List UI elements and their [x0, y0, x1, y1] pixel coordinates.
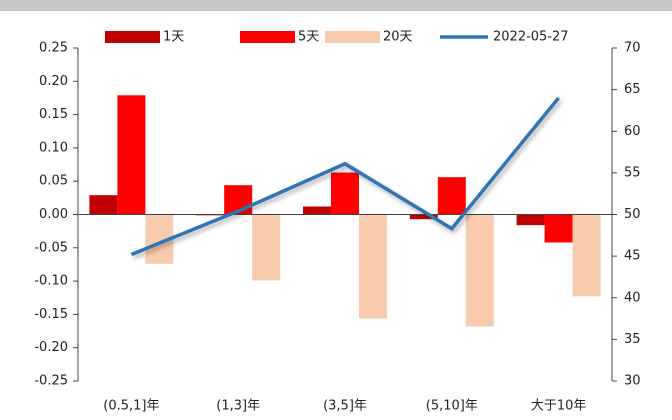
- y2-tick-label: 50: [624, 207, 641, 222]
- bar: [89, 195, 118, 215]
- y2-tick-label: 70: [624, 41, 641, 56]
- y-tick-label: 0.10: [39, 140, 68, 155]
- legend-swatch: [105, 31, 160, 43]
- y-tick-label: 0.20: [39, 74, 68, 89]
- y-tick-label: -0.05: [34, 240, 68, 255]
- bar: [303, 206, 331, 215]
- bar: [516, 214, 545, 226]
- x-tick-label: 大于10年: [531, 399, 587, 414]
- bar: [544, 214, 573, 243]
- legend-label: 1天: [163, 30, 184, 45]
- y-tick-label: -0.20: [34, 340, 68, 355]
- top-band: [0, 0, 672, 11]
- line-series: [130, 96, 560, 257]
- y2-tick-label: 65: [624, 82, 641, 97]
- bar: [572, 214, 601, 297]
- bar: [437, 177, 466, 215]
- bar: [359, 214, 387, 319]
- legend-label: 20天: [383, 30, 413, 45]
- x-tick-label: (3,5]年: [323, 399, 367, 414]
- y2-tick-label: 40: [624, 290, 641, 305]
- y2-tick-label: 35: [624, 332, 641, 347]
- y2-tick-label: 45: [624, 249, 641, 264]
- bar: [117, 95, 146, 215]
- x-tick-label: (0.5,1]年: [103, 399, 159, 414]
- bar: [252, 214, 281, 281]
- bar: [331, 172, 359, 215]
- legend-swatch: [240, 31, 295, 43]
- y-tick-label: -0.10: [34, 274, 68, 289]
- x-tick-label: (1,3]年: [216, 399, 260, 414]
- y-tick-label: 0.25: [39, 41, 68, 56]
- legend-label: 2022-05-27: [493, 30, 569, 45]
- y2-tick-label: 60: [624, 124, 641, 139]
- y-tick-label: 0.00: [39, 207, 68, 222]
- y-tick-label: 0.15: [39, 107, 68, 122]
- y2-tick-label: 30: [624, 374, 641, 389]
- bar: [409, 214, 438, 220]
- bar: [465, 214, 494, 327]
- y-tick-label: -0.15: [34, 307, 68, 322]
- legend-swatch: [325, 31, 380, 43]
- y-tick-label: 0.05: [39, 174, 68, 189]
- y-tick-label: -0.25: [34, 374, 68, 389]
- legend-label: 5天: [298, 30, 319, 45]
- y2-tick-label: 55: [624, 165, 641, 180]
- x-tick-label: (5,10]年: [426, 399, 478, 414]
